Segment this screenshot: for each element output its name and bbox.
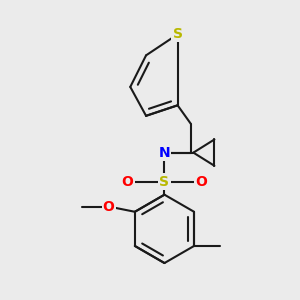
Text: O: O (195, 175, 207, 188)
Text: O: O (122, 175, 134, 188)
Text: S: S (172, 27, 183, 41)
Text: N: N (159, 146, 170, 160)
Text: S: S (160, 175, 170, 188)
Text: O: O (103, 200, 115, 214)
